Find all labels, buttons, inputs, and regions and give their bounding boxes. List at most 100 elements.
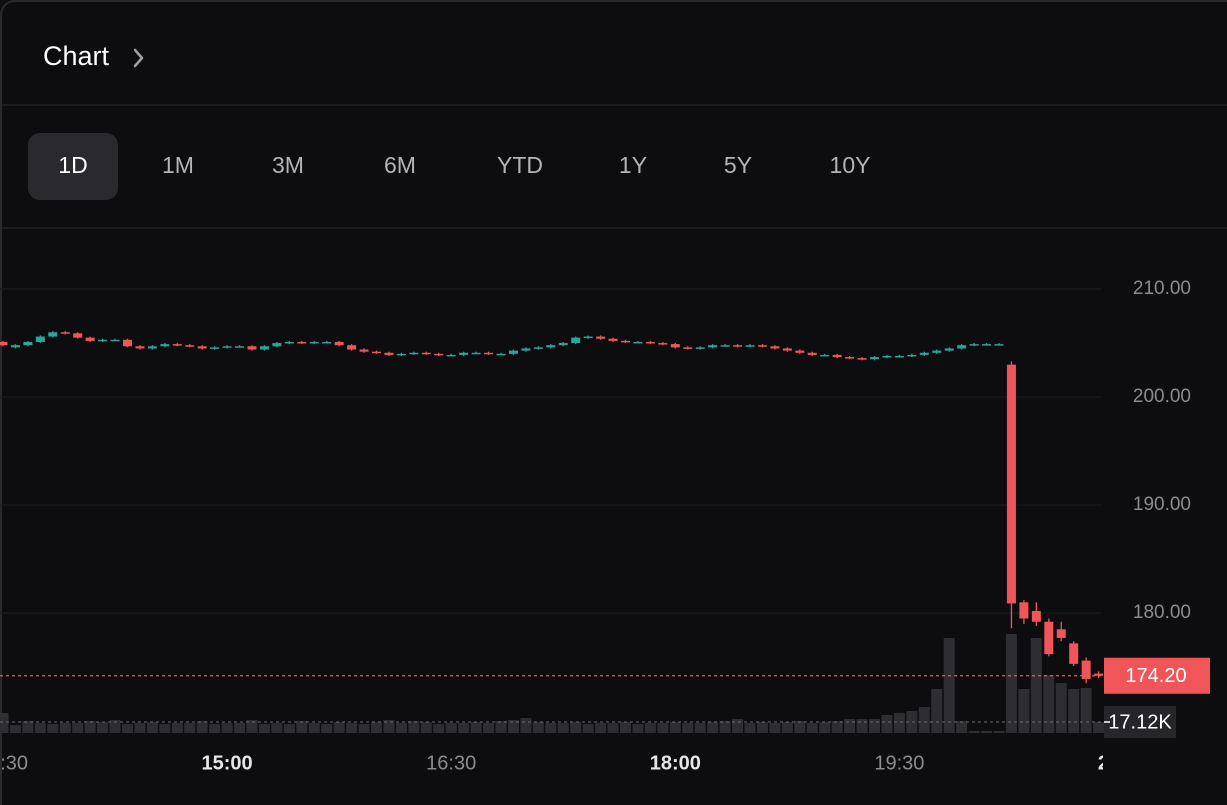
candle-body xyxy=(770,346,780,349)
candle-body xyxy=(172,344,182,346)
candle-body xyxy=(85,337,95,341)
candle-body xyxy=(259,346,269,350)
candle-body xyxy=(359,349,369,352)
volume-bar xyxy=(458,722,470,733)
volume-bar xyxy=(433,724,445,733)
volume-bar xyxy=(869,718,880,733)
candle-body xyxy=(396,353,406,356)
volume-bar xyxy=(781,722,793,733)
candle-body xyxy=(695,347,705,349)
volume-bar xyxy=(806,722,818,733)
range-tab[interactable]: 1M xyxy=(162,152,194,178)
volume-bar xyxy=(134,722,146,733)
volume-bar xyxy=(159,724,171,733)
volume-bar xyxy=(557,722,569,733)
candle-body xyxy=(1069,643,1079,664)
range-tab[interactable]: YTD xyxy=(497,152,543,178)
active-tab-bg[interactable] xyxy=(28,133,118,200)
volume-bar xyxy=(607,722,619,733)
candle-body xyxy=(919,352,929,355)
candle-body xyxy=(757,345,767,347)
volume-bar xyxy=(918,706,930,733)
x-tick-label: 18:00 xyxy=(650,752,701,774)
header-link[interactable]: Chart xyxy=(43,41,144,71)
candle-body xyxy=(1031,610,1041,622)
x-tick-label: 13:30 xyxy=(0,752,28,774)
candle-body xyxy=(708,345,718,348)
candle-body xyxy=(421,352,431,355)
volume-bar xyxy=(831,720,843,733)
candle-body xyxy=(147,346,157,349)
x-tick-label: 16:30 xyxy=(426,752,476,774)
volume-bar xyxy=(881,715,893,733)
volume-bar xyxy=(271,722,283,733)
volume-bar xyxy=(756,722,768,733)
candle-body xyxy=(434,353,444,356)
candle-body xyxy=(222,346,232,348)
candle-body xyxy=(733,345,743,347)
candle-body xyxy=(982,344,992,346)
range-tab[interactable]: 3M xyxy=(272,152,304,178)
candle-body xyxy=(621,340,630,343)
volume-bar xyxy=(1030,637,1042,733)
volume-bar xyxy=(470,722,482,733)
volume-bar xyxy=(109,720,121,733)
last-volume-tag xyxy=(1104,705,1176,738)
volume-bar xyxy=(97,722,109,733)
volume-bar xyxy=(856,718,868,733)
candle-body xyxy=(969,344,979,346)
candle-body xyxy=(135,346,145,349)
volume-bar xyxy=(184,722,196,733)
volume-bar xyxy=(358,724,370,733)
volume-bar xyxy=(931,688,943,733)
candle-body xyxy=(471,352,481,355)
candle-body xyxy=(870,357,879,360)
candle-body xyxy=(446,354,456,357)
last-volume-label: 17.12K xyxy=(1108,711,1172,733)
candle-body xyxy=(546,345,556,348)
candle-body xyxy=(957,345,967,349)
candle-body xyxy=(558,343,568,346)
candle-body xyxy=(1081,660,1091,679)
volume-bar xyxy=(532,722,544,733)
candle-body xyxy=(882,356,892,358)
x-tick-label: 21:00 xyxy=(1098,752,1149,774)
panel-title[interactable]: Chart xyxy=(43,41,110,71)
volume-bar xyxy=(769,722,781,733)
candle-body xyxy=(60,332,70,334)
range-tab[interactable]: 1D xyxy=(58,152,87,178)
volume-bar xyxy=(34,722,46,733)
volume-bar xyxy=(495,720,507,733)
candle-body xyxy=(48,332,58,337)
candle-body xyxy=(670,344,680,348)
y-tick-label: 180.00 xyxy=(1133,602,1191,623)
candle-body xyxy=(820,354,830,357)
volume-bar xyxy=(308,722,320,733)
candle-body xyxy=(123,339,132,347)
range-tab[interactable]: 10Y xyxy=(830,152,871,178)
volume-bar xyxy=(196,720,208,733)
range-tab[interactable]: 1Y xyxy=(619,152,647,178)
volume-bar xyxy=(719,720,731,733)
chevron-icon[interactable] xyxy=(133,48,144,68)
range-tab[interactable]: 5Y xyxy=(724,152,752,178)
candle-body xyxy=(845,357,855,359)
y-tick-label: 200.00 xyxy=(1133,386,1191,407)
volume-bar xyxy=(22,720,34,733)
volume-bar xyxy=(794,720,806,733)
candle-body xyxy=(994,344,1004,346)
candle-body xyxy=(658,343,668,345)
volume-bar xyxy=(1018,688,1030,733)
last-price-label: 174.20 xyxy=(1125,665,1186,687)
volume-bar xyxy=(258,724,270,733)
range-tab[interactable]: 6M xyxy=(384,152,416,178)
candle-body xyxy=(484,352,494,355)
volume-bar xyxy=(819,722,831,733)
candle-body xyxy=(508,350,518,354)
candle-body xyxy=(185,345,195,347)
candle-body xyxy=(571,337,581,344)
volume-bar xyxy=(9,725,21,733)
candle-body xyxy=(247,346,257,350)
